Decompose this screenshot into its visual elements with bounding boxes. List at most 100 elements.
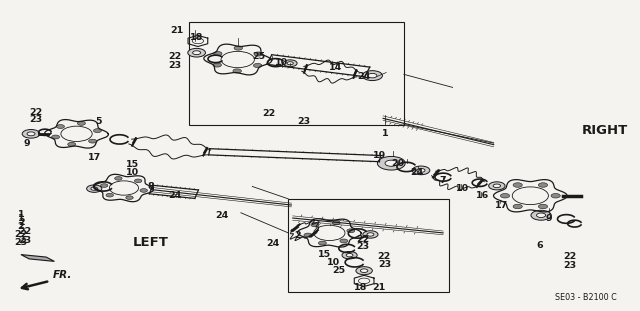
Circle shape bbox=[188, 49, 205, 57]
Text: 8: 8 bbox=[148, 182, 154, 191]
Text: 7: 7 bbox=[440, 176, 447, 185]
Circle shape bbox=[93, 129, 102, 132]
Circle shape bbox=[538, 204, 548, 209]
Circle shape bbox=[233, 69, 241, 73]
Circle shape bbox=[536, 213, 546, 217]
Text: 15: 15 bbox=[317, 250, 331, 259]
Text: 15: 15 bbox=[125, 160, 139, 169]
Text: RIGHT: RIGHT bbox=[582, 124, 628, 137]
Text: 23: 23 bbox=[168, 61, 181, 70]
Circle shape bbox=[368, 73, 377, 78]
Circle shape bbox=[367, 233, 374, 236]
Text: 22: 22 bbox=[14, 230, 28, 239]
Text: 20: 20 bbox=[391, 159, 404, 168]
Circle shape bbox=[412, 166, 430, 175]
Circle shape bbox=[319, 241, 326, 245]
Text: 19: 19 bbox=[373, 151, 387, 160]
Circle shape bbox=[115, 177, 122, 180]
Circle shape bbox=[340, 239, 348, 243]
Circle shape bbox=[126, 196, 133, 199]
Circle shape bbox=[56, 125, 65, 128]
Text: 22: 22 bbox=[378, 252, 391, 261]
Circle shape bbox=[332, 221, 340, 225]
Text: 1: 1 bbox=[381, 129, 388, 138]
Circle shape bbox=[493, 184, 500, 188]
Circle shape bbox=[360, 269, 368, 272]
Circle shape bbox=[342, 252, 357, 259]
Text: 21: 21 bbox=[372, 283, 385, 292]
Text: 23: 23 bbox=[14, 238, 28, 247]
Text: 23: 23 bbox=[29, 115, 42, 124]
Text: 22: 22 bbox=[19, 227, 31, 236]
Text: 9: 9 bbox=[546, 215, 552, 224]
Text: 2: 2 bbox=[294, 231, 301, 240]
Circle shape bbox=[27, 132, 35, 136]
Circle shape bbox=[52, 135, 60, 139]
Circle shape bbox=[378, 156, 405, 170]
Text: 22: 22 bbox=[262, 109, 276, 118]
Circle shape bbox=[77, 121, 85, 125]
Text: 22: 22 bbox=[168, 52, 181, 61]
Circle shape bbox=[287, 62, 293, 65]
Text: 2: 2 bbox=[18, 222, 24, 231]
Text: 14: 14 bbox=[329, 63, 342, 72]
Circle shape bbox=[304, 233, 312, 237]
Text: FR.: FR. bbox=[52, 270, 72, 280]
Text: SE03 - B2100 C: SE03 - B2100 C bbox=[555, 293, 617, 302]
Circle shape bbox=[100, 184, 108, 188]
Circle shape bbox=[88, 139, 97, 143]
Text: 9: 9 bbox=[24, 139, 31, 148]
Text: 23: 23 bbox=[378, 260, 391, 269]
Circle shape bbox=[214, 52, 222, 56]
Circle shape bbox=[140, 189, 147, 192]
Text: 17: 17 bbox=[88, 153, 101, 161]
Circle shape bbox=[106, 193, 113, 197]
Circle shape bbox=[488, 182, 505, 190]
Circle shape bbox=[91, 187, 98, 190]
Circle shape bbox=[253, 63, 262, 67]
Text: 21: 21 bbox=[170, 26, 183, 35]
Circle shape bbox=[346, 253, 353, 257]
Text: 25: 25 bbox=[252, 52, 265, 61]
Text: 2: 2 bbox=[19, 219, 25, 227]
Text: 24: 24 bbox=[168, 191, 181, 200]
Text: 10: 10 bbox=[125, 168, 139, 177]
Text: 18: 18 bbox=[355, 283, 367, 292]
Circle shape bbox=[86, 185, 102, 192]
Circle shape bbox=[385, 160, 397, 166]
Text: 23: 23 bbox=[298, 117, 310, 126]
Text: 10: 10 bbox=[275, 58, 289, 67]
Text: 17: 17 bbox=[495, 201, 508, 210]
Circle shape bbox=[363, 231, 378, 238]
Text: 1: 1 bbox=[18, 215, 24, 224]
Circle shape bbox=[513, 204, 522, 209]
Circle shape bbox=[417, 169, 425, 172]
Circle shape bbox=[193, 51, 200, 55]
Circle shape bbox=[538, 183, 548, 187]
Text: 16: 16 bbox=[476, 191, 489, 200]
Circle shape bbox=[254, 52, 262, 56]
Text: 22: 22 bbox=[356, 234, 369, 244]
Text: 23: 23 bbox=[356, 242, 369, 251]
Circle shape bbox=[311, 223, 319, 227]
Text: 24: 24 bbox=[358, 72, 371, 81]
Circle shape bbox=[531, 210, 551, 220]
Circle shape bbox=[513, 183, 522, 187]
Text: 23: 23 bbox=[19, 236, 31, 245]
Text: 24: 24 bbox=[410, 168, 423, 177]
Circle shape bbox=[347, 229, 355, 233]
Circle shape bbox=[68, 142, 76, 146]
Text: 22: 22 bbox=[563, 252, 576, 261]
Text: 5: 5 bbox=[95, 117, 102, 126]
Text: 10: 10 bbox=[327, 258, 340, 267]
Circle shape bbox=[356, 267, 372, 275]
Circle shape bbox=[362, 71, 383, 81]
Circle shape bbox=[500, 193, 509, 198]
Text: 6: 6 bbox=[536, 241, 543, 250]
Text: 1: 1 bbox=[19, 210, 25, 219]
Circle shape bbox=[234, 46, 243, 50]
Text: LEFT: LEFT bbox=[133, 236, 169, 249]
Circle shape bbox=[22, 129, 40, 138]
Polygon shape bbox=[21, 255, 54, 261]
Text: 10: 10 bbox=[456, 183, 468, 193]
